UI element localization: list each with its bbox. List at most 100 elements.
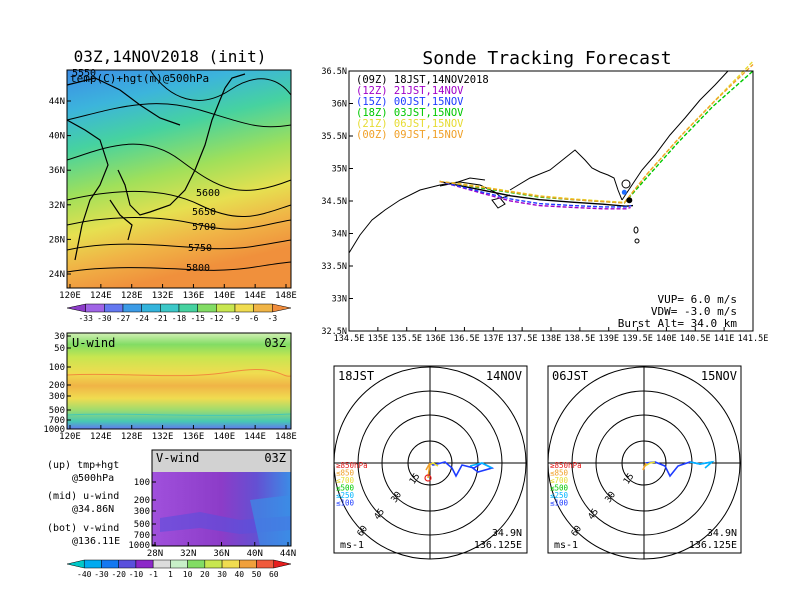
vwind-y-label: 700 <box>134 531 150 541</box>
vwind-cbar-swatch <box>83 559 102 569</box>
tracks-x-label: 138E <box>541 334 561 344</box>
vwind-cbar-swatch <box>135 559 154 569</box>
coastline <box>509 149 623 201</box>
map500-cbar-label: -30 <box>97 314 112 323</box>
legend-entry: (00Z) 09JST,15NOV <box>356 129 464 141</box>
vwind-cbar-swatch <box>256 559 275 569</box>
tracks-panel: Sonde Tracking Forecast (09Z) 18JST,14NO… <box>321 48 768 344</box>
map500-y-label: 28N <box>49 235 65 245</box>
hodo06-lat: 34.9N <box>707 528 737 539</box>
map500-cbar-swatch <box>141 303 161 313</box>
vwind-label: V-wind <box>156 451 199 465</box>
note-line: (bot) v-wind <box>47 523 119 534</box>
vwind-cbar-label: 60 <box>269 570 279 579</box>
map500-cbar-label: -9 <box>230 314 240 323</box>
hodo18-origin <box>424 474 432 482</box>
track-line <box>439 180 631 210</box>
coastline <box>66 77 181 126</box>
map500-field <box>67 70 291 288</box>
vwind-y-label: 300 <box>134 507 150 517</box>
hodo06-trace <box>644 461 656 467</box>
map500-x-label: 144E <box>244 291 266 301</box>
tracks-x-label: 139.5E <box>622 334 653 344</box>
map500-x-label: 120E <box>59 291 81 301</box>
landing-marker <box>626 197 633 204</box>
coastline <box>109 199 133 241</box>
uwind-y-label: 300 <box>49 392 65 402</box>
hodo18-date: 14NOV <box>486 369 522 383</box>
uwind-x-label: 136E <box>183 432 205 442</box>
vwind-cbar-swatch <box>66 559 85 569</box>
island <box>621 179 631 189</box>
hodo06-units: ms-1 <box>554 540 578 551</box>
panel-notes: (up) tmp+hgt @500hPa (mid) u-wind @34.86… <box>47 460 120 547</box>
map500-cbar-swatch <box>253 303 273 313</box>
vwind-y-label: 500 <box>134 520 150 530</box>
map500-cbar-swatch <box>104 303 124 313</box>
coastline <box>66 119 109 261</box>
vwind-cbar-swatch <box>204 559 223 569</box>
vwind-cbar-label: -40 <box>77 570 92 579</box>
vwind-cbar-swatch <box>118 559 137 569</box>
hodo-level-label: ≤500 <box>336 484 355 493</box>
uwind-contour <box>66 413 292 416</box>
legend-entry: (18Z) 03JST,15NOV <box>356 107 464 119</box>
vwind-x-label: 40N <box>247 549 263 559</box>
hodo-level-label: ≤850 <box>550 469 569 478</box>
vwind-cbar-label: 50 <box>252 570 262 579</box>
tracks-y-label: 32.5N <box>321 327 347 337</box>
map500-frame <box>66 69 292 289</box>
hodo18-trace <box>429 461 495 478</box>
uwind-frame <box>66 332 292 430</box>
vwind-cbar-label: 40 <box>234 570 244 579</box>
vwind-blob <box>250 495 291 546</box>
note-line: (mid) u-wind <box>47 491 119 502</box>
map500-yticks: 24N 28N 32N 36N 40N 44N <box>49 97 71 280</box>
uwind-x-label: 128E <box>121 432 143 442</box>
vwind-cbar-label: -20 <box>111 570 126 579</box>
contour-label: 5800 <box>186 263 210 274</box>
hodo06-time: 06JST <box>552 369 588 383</box>
vwind-cbar-label: 30 <box>217 570 227 579</box>
coastline <box>491 197 506 209</box>
tracks-x-label: 139E <box>598 334 618 344</box>
contour-line <box>66 217 292 230</box>
hodo06-trace <box>642 462 647 471</box>
map500-cbar-swatch <box>178 303 198 313</box>
hodo-level-label: ≥850hPa <box>336 461 368 470</box>
map500-cbar-swatch <box>66 303 86 313</box>
map500-xticks: 120E 124E 128E 132E 136E 140E 144E 148E <box>59 284 297 301</box>
uwind-x-label: 148E <box>275 432 297 442</box>
map500-cbar-label: -15 <box>190 314 205 323</box>
contour-line <box>66 143 292 191</box>
map500-cbar-label: -18 <box>172 314 187 323</box>
hodo-level-label: ≤250 <box>336 491 355 500</box>
contour-line <box>66 239 292 251</box>
hodo06-levels: ≥850hPa≤850≤700≤500≤250≤100 <box>550 461 582 508</box>
vwind-y-label: 1000 <box>128 541 150 551</box>
hodo-level-label: ≤500 <box>550 484 569 493</box>
contour-label: 5750 <box>188 243 212 254</box>
uwind-contour <box>66 369 292 377</box>
vwind-cbar-swatch <box>152 559 171 569</box>
tracks-y-label: 35.5N <box>321 132 347 142</box>
map500-cbar-label: -6 <box>249 314 259 323</box>
hodo18-time: 18JST <box>338 369 374 383</box>
tracks-series <box>439 60 754 210</box>
tracks-y-label: 33.5N <box>321 262 347 272</box>
uwind-xticks: 120E 124E 128E 132E 136E 140E 144E 148E <box>59 425 297 442</box>
tracks-x-label: 141E <box>714 334 734 344</box>
legend-entry: (09Z) 18JST,14NOV2018 <box>356 74 489 86</box>
launch-marker <box>621 189 627 195</box>
contour-line <box>149 69 292 101</box>
vwind-cbar-swatch <box>239 559 257 569</box>
map500-panel: 03Z,14NOV2018 (init) temp(C)+hgt(m)@500h… <box>49 47 297 323</box>
map500-cbar-swatch <box>197 303 217 313</box>
tracks-x-label: 137E <box>483 334 503 344</box>
uwind-y-label: 500 <box>49 406 65 416</box>
contour-line <box>66 103 292 128</box>
